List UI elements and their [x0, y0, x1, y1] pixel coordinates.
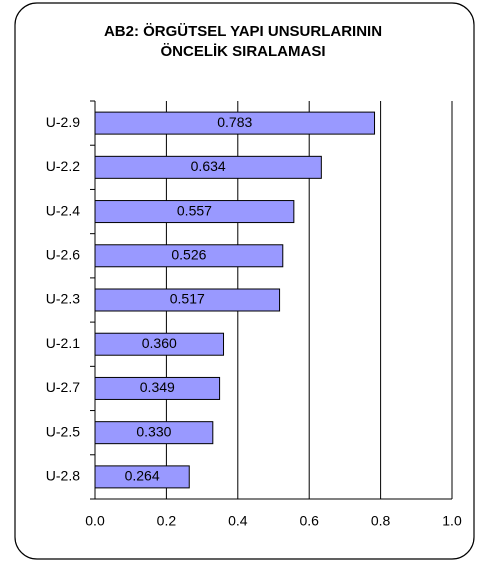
value-label: 0.330 — [136, 423, 171, 439]
chart-title: AB2: ÖRGÜTSEL YAPI UNSURLARININ — [104, 23, 382, 40]
y-tick-label: U-2.1 — [46, 335, 80, 351]
value-label: 0.264 — [125, 468, 160, 484]
chart-title: ÖNCELİK SIRALAMASI — [161, 43, 326, 60]
y-tick-label: U-2.7 — [46, 379, 80, 395]
x-tick-label: 0.4 — [228, 513, 248, 529]
bar — [94, 111, 376, 135]
y-tick-label: U-2.9 — [46, 114, 80, 130]
bar — [94, 200, 295, 224]
x-tick-label: 0.8 — [371, 513, 391, 529]
x-tick-label: 0.2 — [157, 513, 177, 529]
value-label: 0.557 — [177, 202, 212, 218]
bar — [94, 332, 225, 356]
value-label: 0.634 — [191, 158, 226, 174]
chart-frame — [14, 2, 475, 560]
value-label: 0.360 — [142, 335, 177, 351]
y-tick-label: U-2.2 — [46, 158, 80, 174]
y-tick-label: U-2.4 — [46, 202, 80, 218]
value-label: 0.349 — [140, 379, 175, 395]
bar — [94, 421, 214, 445]
y-tick-label: U-2.6 — [46, 246, 80, 262]
y-tick-label: U-2.8 — [46, 468, 80, 484]
value-label: 0.526 — [171, 246, 206, 262]
bar — [94, 288, 281, 312]
x-tick-label: 1.0 — [442, 513, 462, 529]
bar — [94, 244, 284, 268]
value-label: 0.783 — [217, 114, 252, 130]
x-tick-label: 0.6 — [299, 513, 319, 529]
y-tick-label: U-2.5 — [46, 423, 80, 439]
bar — [94, 155, 322, 179]
bar — [94, 465, 190, 489]
value-label: 0.517 — [170, 291, 205, 307]
x-tick-label: 0.0 — [85, 513, 105, 529]
y-tick-label: U-2.3 — [46, 291, 80, 307]
bar — [94, 376, 221, 400]
